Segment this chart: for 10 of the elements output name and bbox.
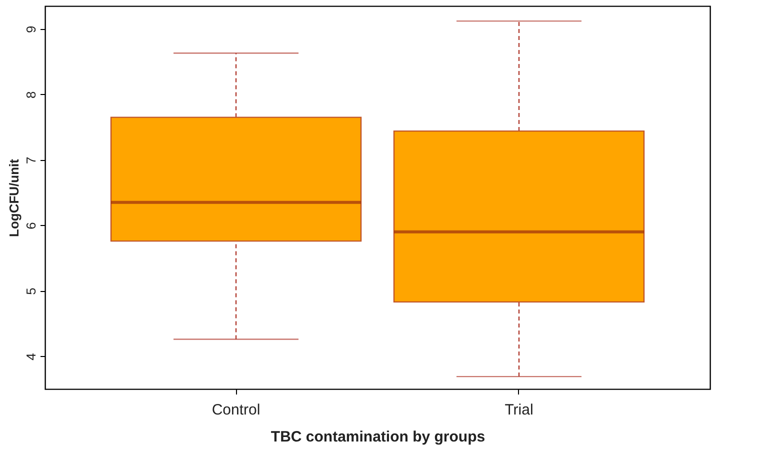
x-tick-label: Control — [212, 402, 260, 418]
y-tick-label: 5 — [24, 288, 38, 295]
y-tick-label: 8 — [24, 91, 38, 98]
x-axis-title: TBC contamination by groups — [270, 428, 486, 446]
y-tick-label: 4 — [24, 353, 38, 360]
y-tick-label: 6 — [24, 222, 38, 230]
y-tick-label: 9 — [24, 26, 38, 34]
y-tick-label: 7 — [24, 156, 38, 164]
x-tick-label: Trial — [504, 402, 534, 418]
y-axis-title: LogCFU/unit — [6, 158, 22, 237]
